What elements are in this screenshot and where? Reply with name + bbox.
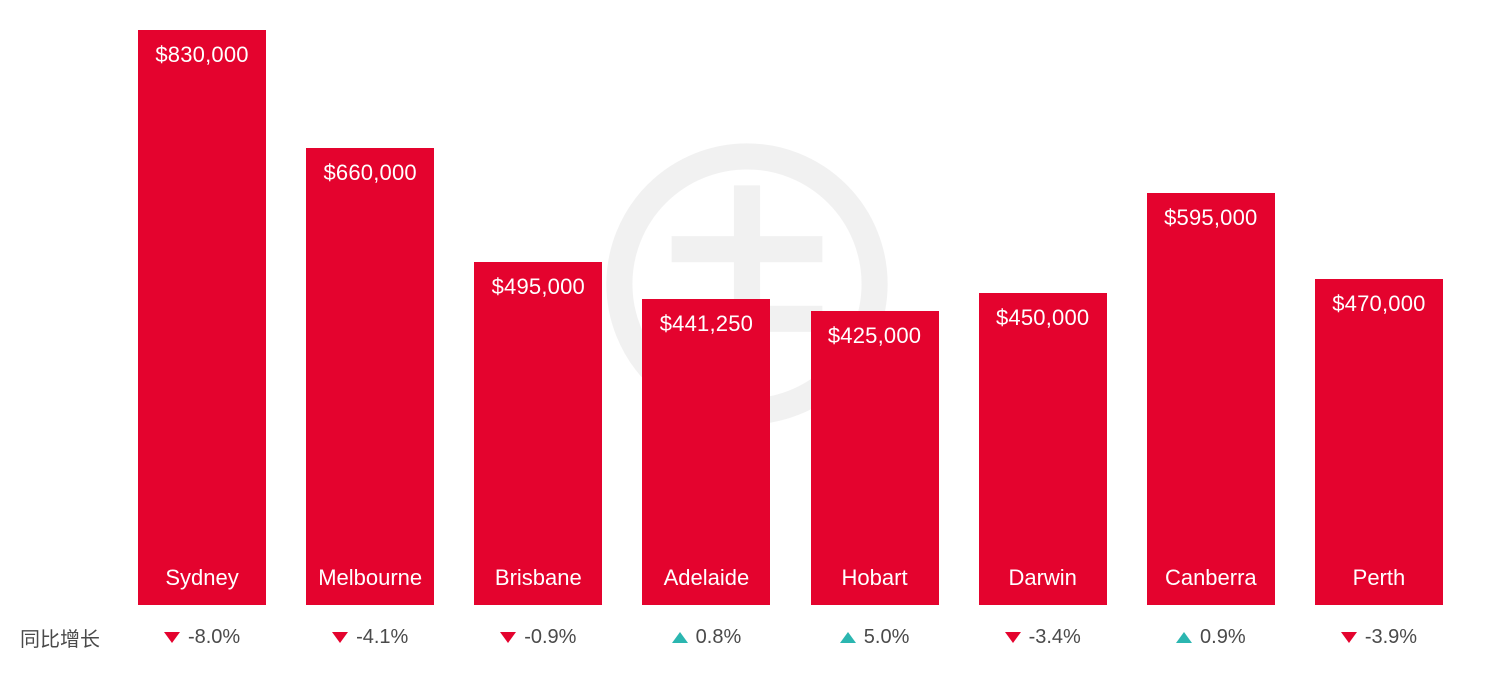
growth-cell: 0.8% <box>622 626 790 649</box>
bar-value-label: $660,000 <box>324 160 417 186</box>
growth-value-label: -3.9% <box>1365 626 1417 649</box>
growth-cell: -4.1% <box>286 626 454 649</box>
bar-slot: $660,000 Melbourne <box>286 148 454 605</box>
bar-value-label: $441,250 <box>660 311 753 337</box>
bar: $425,000 Hobart <box>811 311 939 605</box>
bar: $470,000 Perth <box>1315 279 1443 605</box>
growth-value-label: -3.4% <box>1029 626 1081 649</box>
growth-cell: 0.9% <box>1127 626 1295 649</box>
triangle-up-icon <box>840 632 856 643</box>
triangle-down-icon <box>500 632 516 643</box>
bar-value-label: $830,000 <box>155 42 248 68</box>
bar-city-label: Hobart <box>842 565 908 591</box>
bar: $660,000 Melbourne <box>306 148 434 605</box>
bar-value-label: $450,000 <box>996 305 1089 331</box>
growth-row-label: 同比增长 <box>0 623 118 652</box>
bar-slot: $470,000 Perth <box>1295 279 1463 605</box>
triangle-down-icon <box>1005 632 1021 643</box>
chart-container: $830,000 Sydney $660,000 Melbourne $495,000 B… <box>0 0 1493 675</box>
bar-value-label: $595,000 <box>1164 205 1257 231</box>
bar: $495,000 Brisbane <box>474 262 602 605</box>
growth-value-label: 5.0% <box>864 626 910 649</box>
growth-cell: -3.9% <box>1295 626 1463 649</box>
bar-city-label: Sydney <box>165 565 238 591</box>
bar-value-label: $470,000 <box>1332 291 1425 317</box>
bar-city-label: Brisbane <box>495 565 582 591</box>
bar-city-label: Adelaide <box>664 565 750 591</box>
bar: $450,000 Darwin <box>979 293 1107 605</box>
bar-city-label: Darwin <box>1008 565 1076 591</box>
bar-value-label: $425,000 <box>828 323 921 349</box>
bar-city-label: Melbourne <box>318 565 422 591</box>
bars-region: $830,000 Sydney $660,000 Melbourne $495,000 B… <box>118 30 1463 605</box>
triangle-up-icon <box>1176 632 1192 643</box>
bar-slot: $441,250 Adelaide <box>622 299 790 605</box>
bar: $830,000 Sydney <box>138 30 266 605</box>
growth-value-label: 0.8% <box>696 626 742 649</box>
bar-slot: $450,000 Darwin <box>959 293 1127 605</box>
bar: $595,000 Canberra <box>1147 193 1275 605</box>
bar-slot: $595,000 Canberra <box>1127 193 1295 605</box>
bar-slot: $495,000 Brisbane <box>454 262 622 605</box>
bar-slot: $830,000 Sydney <box>118 30 286 605</box>
triangle-down-icon <box>164 632 180 643</box>
growth-cells: -8.0% -4.1% -0.9% 0.8% 5.0% -3.4% 0.9% -3.9% <box>118 626 1463 649</box>
bar-slot: $425,000 Hobart <box>791 311 959 605</box>
growth-row: 同比增长 -8.0% -4.1% -0.9% 0.8% 5.0% -3.4% 0.9% -3.… <box>0 617 1463 657</box>
growth-cell: -3.4% <box>959 626 1127 649</box>
bar-city-label: Perth <box>1353 565 1406 591</box>
growth-cell: -8.0% <box>118 626 286 649</box>
growth-cell: -0.9% <box>454 626 622 649</box>
triangle-down-icon <box>1341 632 1357 643</box>
triangle-up-icon <box>672 632 688 643</box>
bar-value-label: $495,000 <box>492 274 585 300</box>
growth-value-label: -8.0% <box>188 626 240 649</box>
growth-value-label: -4.1% <box>356 626 408 649</box>
growth-cell: 5.0% <box>791 626 959 649</box>
growth-value-label: 0.9% <box>1200 626 1246 649</box>
triangle-down-icon <box>332 632 348 643</box>
bar-city-label: Canberra <box>1165 565 1257 591</box>
bar: $441,250 Adelaide <box>642 299 770 605</box>
growth-value-label: -0.9% <box>524 626 576 649</box>
